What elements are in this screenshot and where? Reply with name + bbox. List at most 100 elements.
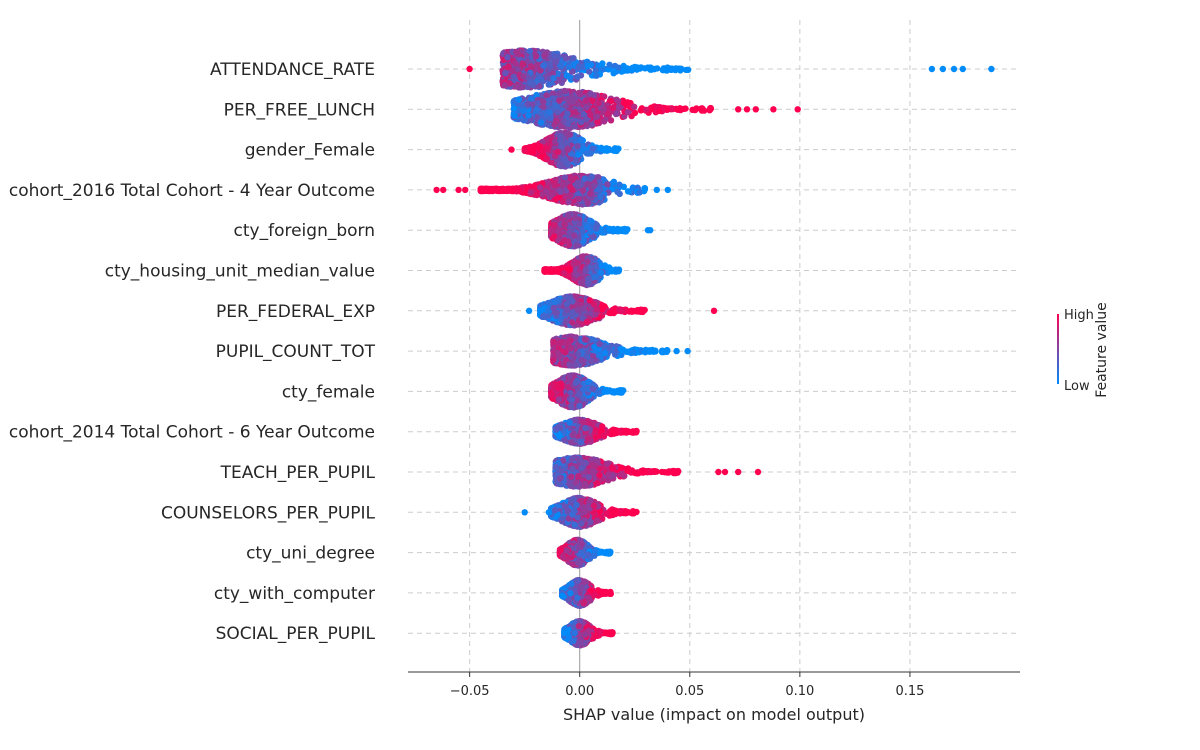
shap-point (616, 181, 623, 188)
shap-point (526, 48, 533, 55)
shap-point (510, 105, 518, 112)
shap-point (516, 187, 524, 194)
shap-point (527, 189, 534, 196)
shap-point (701, 107, 708, 114)
shap-point (555, 90, 563, 97)
shap-point (589, 145, 596, 152)
shap-point (591, 92, 598, 99)
shap-point (562, 102, 569, 110)
shap-point (575, 195, 583, 203)
shap-point (511, 112, 518, 119)
shap-point (564, 146, 572, 153)
shap-point (571, 123, 579, 130)
shap-point (584, 62, 592, 70)
shap-point (567, 192, 574, 199)
shap-point (557, 137, 564, 144)
shap-outlier-point (743, 106, 751, 113)
shap-point (647, 64, 654, 71)
shap-point (682, 66, 690, 74)
shap-point (593, 225, 600, 232)
shap-point (707, 105, 714, 113)
shap-point (619, 226, 626, 233)
shap-point (546, 109, 553, 116)
shap-point (677, 106, 684, 114)
shap-point (633, 64, 641, 71)
shap-outlier-point (433, 186, 440, 194)
shap-point (610, 178, 618, 185)
shap-point (578, 136, 585, 143)
shap-point (571, 232, 578, 239)
shap-point (615, 98, 622, 105)
shap-point (584, 199, 592, 207)
grid-lines (408, 20, 1020, 672)
shap-point (550, 96, 558, 103)
shap-point (528, 95, 535, 102)
shap-point (624, 109, 631, 116)
shap-point (557, 188, 564, 195)
shap-point (575, 89, 583, 97)
shap-point (584, 180, 591, 188)
shap-point (533, 53, 540, 60)
shap-point (593, 72, 600, 79)
shap-point (520, 107, 527, 115)
shap-outlier-point (647, 227, 654, 234)
shap-point (641, 65, 649, 72)
shap-outlier-point (440, 186, 447, 194)
shap-point (585, 68, 593, 75)
shap-point (656, 107, 663, 115)
shap-point (601, 118, 608, 125)
shap-point (607, 117, 615, 124)
shap-point (554, 108, 561, 116)
shap-point (501, 82, 509, 89)
shap-point (591, 182, 598, 190)
shap-point (672, 65, 680, 72)
shap-point (546, 114, 553, 122)
shap-point (609, 226, 616, 234)
shap-outlier-point (653, 186, 660, 194)
shap-point (595, 100, 602, 107)
shap-point (527, 63, 535, 70)
shap-point (556, 160, 564, 167)
shap-point (561, 174, 568, 181)
shap-point (604, 181, 611, 188)
shap-point (553, 58, 560, 65)
shap-point (577, 106, 584, 113)
shap-point (512, 60, 519, 67)
shap-point (616, 190, 623, 198)
shap-point (586, 190, 594, 197)
shap-point (586, 217, 594, 224)
shap-point (561, 237, 568, 244)
shap-point (643, 106, 650, 114)
beeswarm-points (433, 47, 995, 649)
shap-outlier-point (770, 106, 777, 113)
shap-point (543, 155, 550, 162)
shap-point (565, 198, 572, 205)
shap-point (486, 185, 494, 193)
shap-point (556, 97, 563, 104)
shap-point (537, 109, 545, 117)
shap-point (495, 187, 502, 194)
shap-point (550, 75, 557, 82)
shap-point (554, 70, 561, 77)
shap-point (479, 185, 486, 193)
shap-outlier-point (752, 106, 759, 113)
shap-point (526, 79, 534, 86)
shap-point (583, 223, 590, 231)
shap-point (689, 106, 696, 114)
shap-point (566, 63, 573, 71)
shap-point (615, 64, 622, 71)
shap-outlier-point (988, 65, 995, 73)
shap-point (636, 189, 643, 196)
shap-point (541, 52, 548, 60)
shap-point (533, 191, 540, 199)
shap-point (579, 187, 587, 194)
shap-point (549, 227, 556, 234)
shap-point (592, 66, 599, 74)
shap-point (593, 113, 601, 120)
shap-point (577, 118, 585, 126)
shap-point (665, 65, 673, 72)
shap-point (542, 145, 549, 152)
shap-point (631, 103, 638, 111)
shap-point (569, 98, 577, 105)
